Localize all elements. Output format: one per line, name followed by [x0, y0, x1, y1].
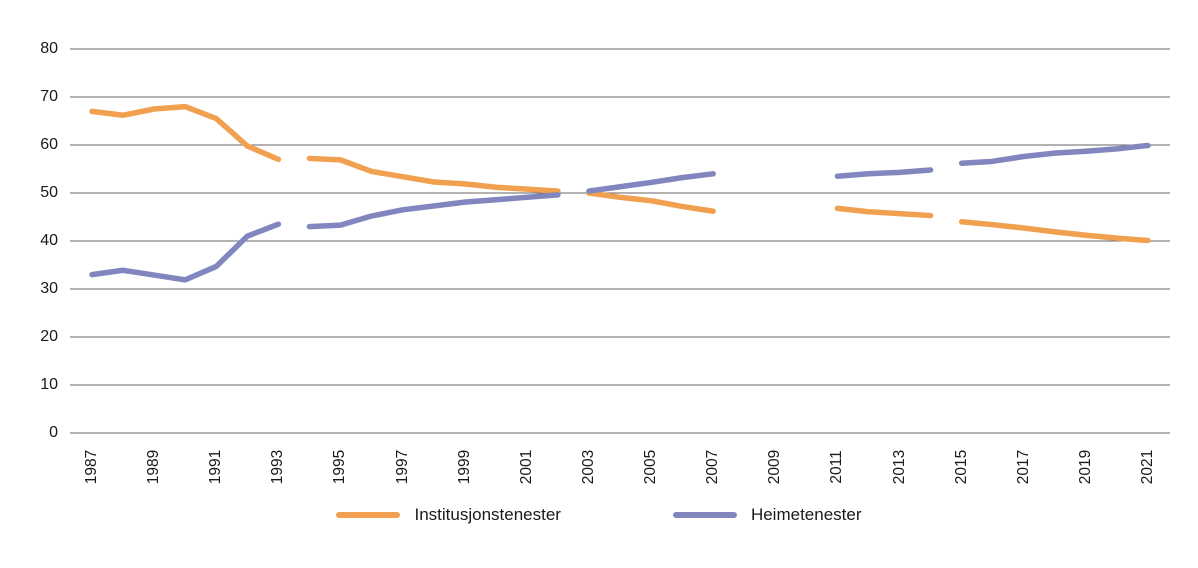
legend-label-institusjonstenester: Institusjonstenester: [414, 505, 561, 524]
series-line-institusjonstenester-segment-2: [306, 155, 561, 194]
y-tick-label-80: 80: [40, 40, 58, 57]
x-tick-label-2021: 2021: [1139, 449, 1156, 485]
x-tick-label-1987: 1987: [83, 449, 100, 485]
legend-swatch-heimetenester: [672, 512, 737, 518]
x-tick-label-2003: 2003: [579, 449, 597, 485]
series-line-heimetenester-segment-5: [958, 142, 1151, 166]
y-tick-label-40: 40: [40, 232, 58, 249]
x-tick-label-2005: 2005: [642, 449, 660, 485]
x-tick-label-1993: 1993: [269, 449, 287, 485]
x-tick-label-2011: 2011: [828, 450, 846, 484]
x-tick-label-2013: 2013: [890, 449, 908, 485]
y-tick-label-50: 50: [40, 184, 58, 201]
y-tick-label-20: 20: [40, 328, 58, 345]
y-tick-label-60: 60: [40, 136, 58, 153]
x-tick-label-2001: 2001: [517, 449, 535, 485]
y-tick-label-30: 30: [40, 280, 58, 297]
y-tick-label-70: 70: [40, 88, 58, 105]
y-tick-label-10: 10: [40, 376, 58, 393]
series-line-institusjonstenester-segment-1: [89, 103, 282, 163]
x-tick-label-2017: 2017: [1014, 449, 1032, 485]
x-tick-label-2019: 2019: [1076, 449, 1094, 485]
x-tick-label-1997: 1997: [393, 449, 411, 485]
series-line-heimetenester-segment-4: [834, 167, 934, 179]
series-line-institusjonstenester-segment-3: [586, 190, 716, 214]
series-line-heimetenester-segment-2: [306, 192, 561, 230]
x-tick-label-2015: 2015: [952, 449, 970, 485]
y-tick-label-0: 0: [49, 424, 58, 441]
series-line-heimetenester-segment-1: [89, 221, 282, 283]
x-tick-label-1995: 1995: [331, 449, 349, 485]
x-tick-label-2009: 2009: [766, 449, 784, 485]
legend-item-institusjonstenester: Institusjonstenester: [336, 505, 561, 525]
x-tick-label-1999: 1999: [455, 449, 473, 485]
legend-item-heimetenester: Heimetenester: [672, 505, 862, 525]
legend-label-heimetenester: Heimetenester: [750, 505, 862, 524]
series-line-heimetenester-segment-3: [586, 171, 716, 194]
series-line-institusjonstenester-segment-5: [958, 219, 1151, 244]
legend: Institusjonstenester Heimetenester: [0, 505, 1198, 525]
x-tick-label-1989: 1989: [145, 449, 163, 485]
x-tick-label-1991: 1991: [207, 449, 225, 485]
series-line-institusjonstenester-segment-4: [834, 205, 934, 219]
x-tick-label-2007: 2007: [704, 449, 722, 485]
legend-swatch-institusjonstenester: [336, 512, 401, 518]
